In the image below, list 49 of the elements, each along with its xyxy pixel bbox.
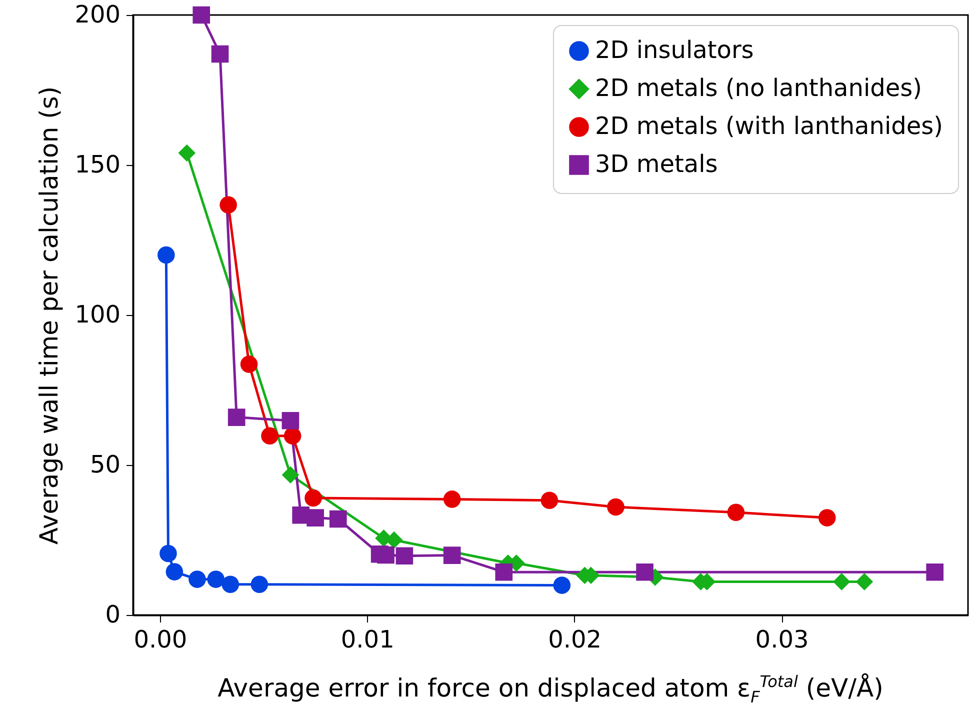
point bbox=[329, 510, 347, 528]
point bbox=[157, 246, 175, 264]
point bbox=[240, 356, 258, 373]
point bbox=[396, 547, 414, 565]
y-axis-title: Average wall time per calculation (s) bbox=[34, 86, 64, 545]
point bbox=[926, 563, 944, 581]
point bbox=[284, 427, 302, 445]
point bbox=[495, 563, 513, 581]
point bbox=[178, 144, 196, 162]
point bbox=[832, 573, 850, 590]
point bbox=[540, 492, 558, 510]
x-tick-label: 0.03 bbox=[755, 626, 809, 654]
point bbox=[192, 6, 210, 24]
legend-label: 2D metals (no lanthanides) bbox=[595, 74, 922, 102]
legend-label: 2D metals (with lanthanides) bbox=[595, 112, 944, 140]
y-tick-label: 50 bbox=[90, 450, 120, 478]
point bbox=[207, 570, 225, 588]
point bbox=[856, 573, 874, 590]
x-tick-label: 0.01 bbox=[340, 626, 394, 654]
point bbox=[727, 504, 745, 522]
y-tick-label: 150 bbox=[74, 150, 120, 178]
point bbox=[377, 546, 394, 564]
point bbox=[282, 412, 300, 430]
point bbox=[222, 576, 240, 594]
point bbox=[553, 576, 571, 594]
point bbox=[443, 490, 461, 508]
point bbox=[261, 427, 278, 445]
x-axis-title: Average error in force on displaced atom ε$_{F}$$^{Total}$ (eV/Å) bbox=[216, 672, 884, 706]
x-tick-label: 0.00 bbox=[134, 626, 188, 654]
point bbox=[282, 466, 300, 484]
point bbox=[818, 509, 836, 526]
legend-label: 3D metals bbox=[595, 150, 718, 178]
x-tick-label: 0.02 bbox=[548, 626, 602, 654]
point bbox=[188, 570, 206, 588]
point bbox=[250, 576, 268, 594]
point bbox=[211, 45, 229, 63]
point bbox=[443, 546, 461, 564]
legend-label: 2D insulators bbox=[595, 36, 754, 64]
point bbox=[304, 489, 322, 507]
point bbox=[228, 408, 246, 426]
y-tick-label: 200 bbox=[74, 0, 120, 28]
point bbox=[306, 509, 324, 526]
point bbox=[160, 544, 177, 562]
point bbox=[166, 563, 184, 580]
point bbox=[607, 498, 624, 516]
y-tick-label: 100 bbox=[74, 300, 120, 328]
point bbox=[636, 563, 654, 581]
y-tick-label: 0 bbox=[105, 600, 120, 628]
point bbox=[220, 196, 237, 214]
